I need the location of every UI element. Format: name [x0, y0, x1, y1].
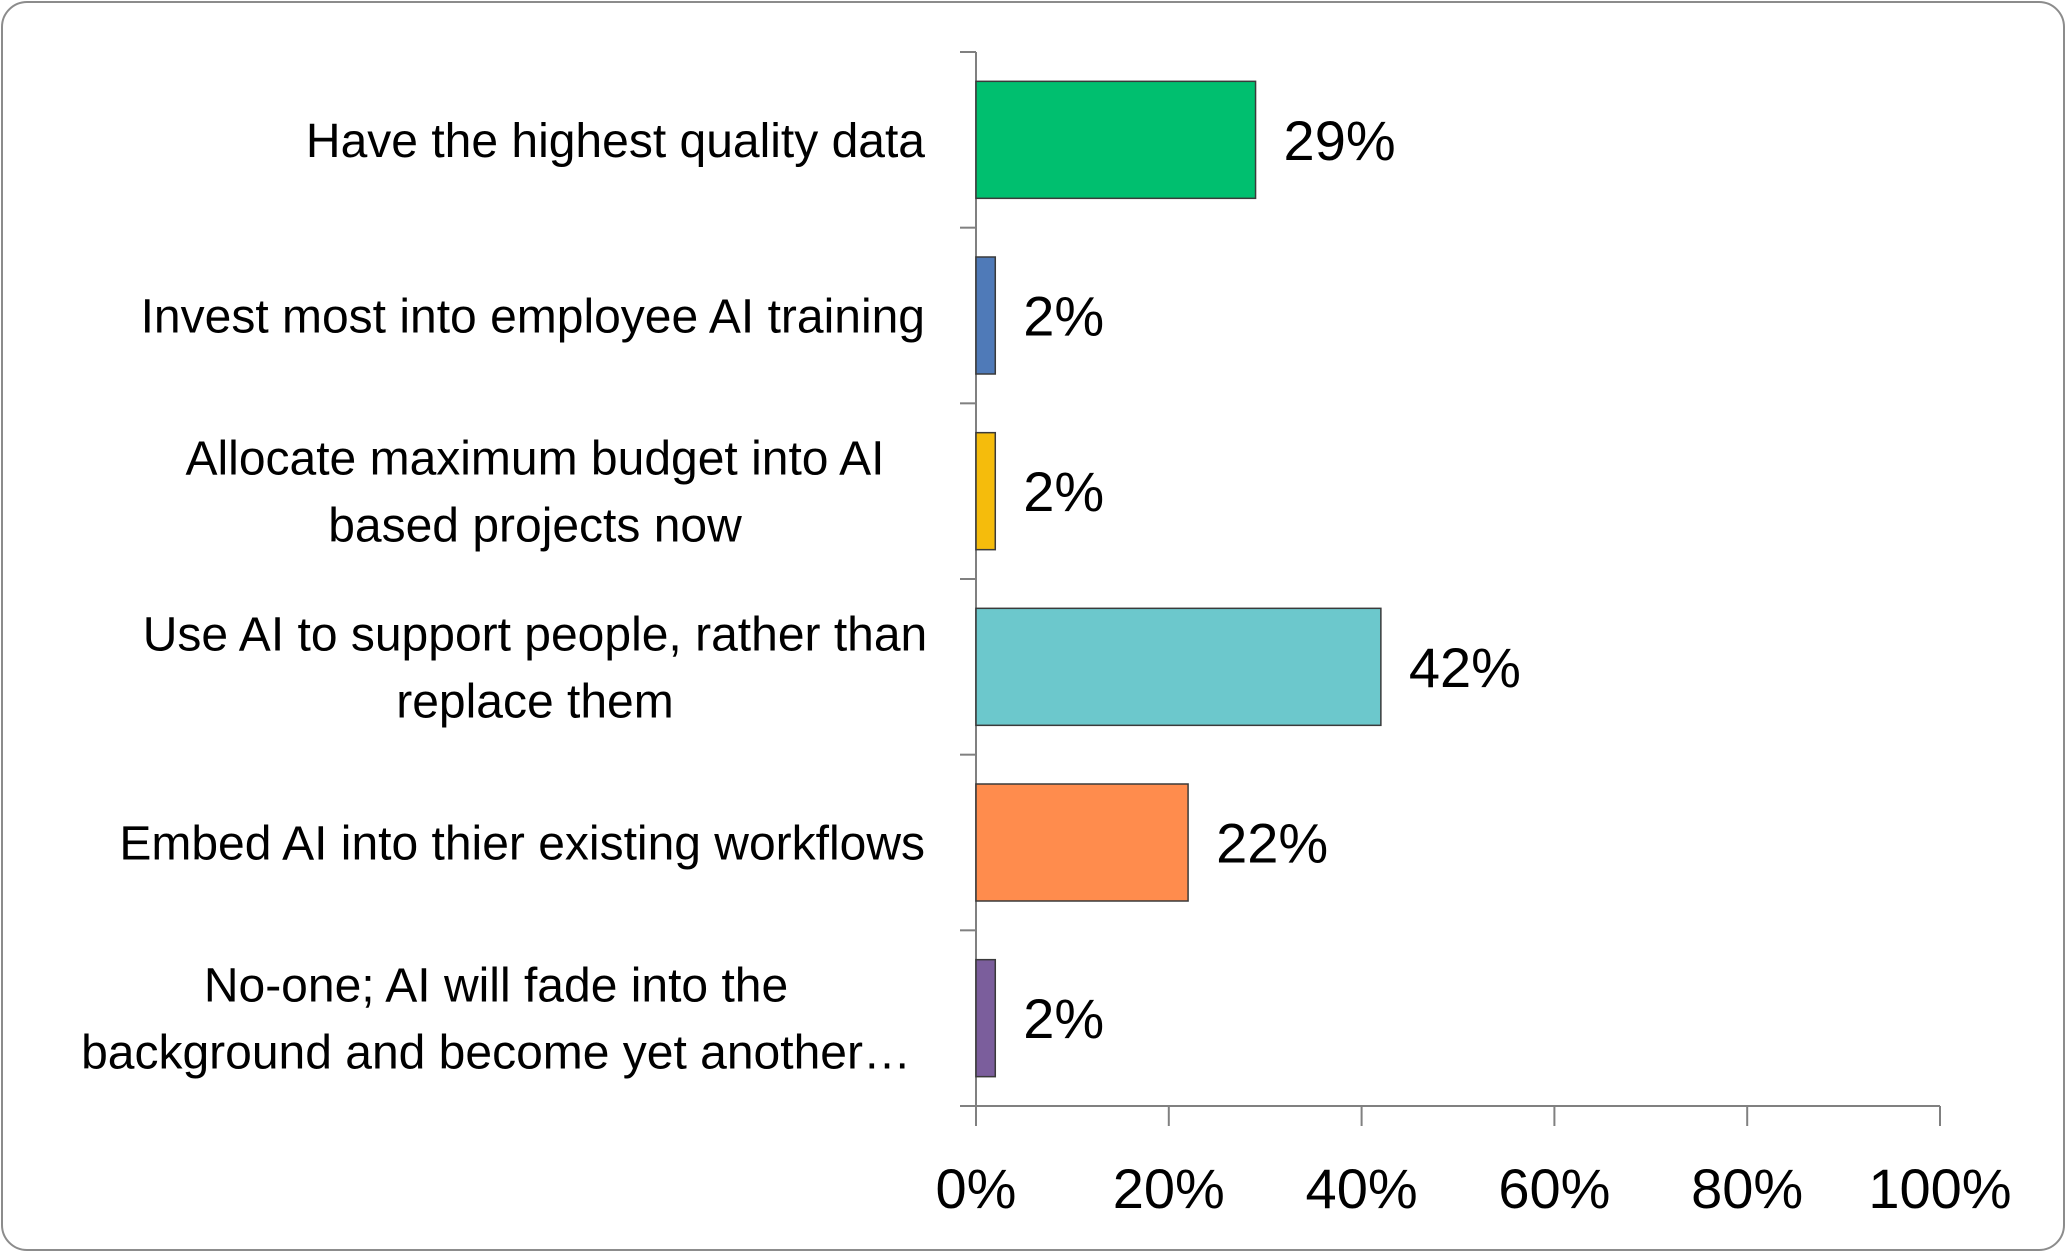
bar	[975, 80, 1257, 200]
data-label: 2%	[1023, 987, 1104, 1050]
category-label: background and become yet another…	[81, 1027, 911, 1080]
data-label: 2%	[1023, 460, 1104, 523]
x-tick-label: 0%	[936, 1157, 1017, 1220]
bar	[975, 783, 1189, 902]
bar	[975, 607, 1382, 727]
axes	[960, 51, 1941, 1126]
category-label: No-one; AI will fade into the	[204, 960, 788, 1013]
x-tick-label: 60%	[1498, 1157, 1610, 1220]
data-label: 42%	[1409, 636, 1521, 699]
data-label: 29%	[1284, 109, 1396, 172]
category-label: based projects now	[328, 500, 742, 553]
bar	[975, 431, 997, 551]
bar	[975, 958, 997, 1078]
data-label: 22%	[1216, 812, 1328, 875]
category-label: replace them	[396, 675, 673, 728]
data-label: 2%	[1023, 285, 1104, 348]
x-tick-label: 40%	[1306, 1157, 1418, 1220]
category-label: Invest most into employee AI training	[141, 291, 925, 344]
category-label: Have the highest quality data	[306, 115, 925, 168]
bars	[975, 80, 1382, 1078]
category-label: Allocate maximum budget into AI	[185, 433, 884, 486]
x-tick-label: 80%	[1691, 1157, 1803, 1220]
category-label: Use AI to support people, rather than	[143, 608, 928, 661]
category-label: Embed AI into thier existing workflows	[119, 818, 925, 871]
bar	[975, 256, 997, 375]
x-tick-label: 100%	[1868, 1157, 2011, 1220]
labels: 0% 20% 40% 60% 80% 100% 29% Have the highest qu…	[81, 109, 2012, 1220]
x-tick-label: 20%	[1113, 1157, 1225, 1220]
